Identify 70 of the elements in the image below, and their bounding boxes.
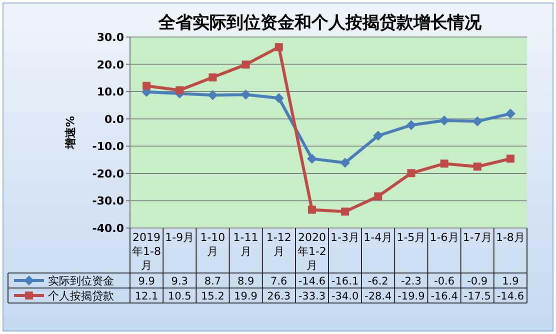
x-tick-label: 2019年1-8月 xyxy=(132,231,162,272)
point xyxy=(440,160,448,168)
y-tick-label: 10.0 xyxy=(96,86,124,99)
point xyxy=(341,208,350,216)
data-label: 26.3 xyxy=(267,290,291,302)
point xyxy=(274,43,283,52)
point xyxy=(176,86,184,94)
point xyxy=(306,154,317,164)
data-label: -34.0 xyxy=(331,290,359,302)
point xyxy=(340,158,350,168)
data-label: -14.6 xyxy=(496,290,524,302)
y-tick-label: 0.0 xyxy=(104,112,124,126)
data-label: 9.3 xyxy=(171,276,188,288)
data-label: -0.9 xyxy=(467,276,488,288)
data-label: -17.5 xyxy=(464,290,491,302)
data-label: -16.1 xyxy=(331,276,359,288)
point xyxy=(208,73,217,82)
y-tick-label: -20.0 xyxy=(92,167,124,180)
data-label: 7.6 xyxy=(270,276,288,288)
point xyxy=(473,162,482,171)
point xyxy=(274,93,284,104)
point xyxy=(407,169,416,178)
y-tick-label: -30.0 xyxy=(92,194,124,208)
data-label: 15.2 xyxy=(201,290,224,302)
point xyxy=(505,108,516,119)
point xyxy=(472,116,482,126)
point xyxy=(142,82,151,90)
data-label: -33.3 xyxy=(298,290,326,302)
point xyxy=(374,192,382,200)
data-label: -14.6 xyxy=(298,276,326,288)
point xyxy=(373,130,384,141)
legend-label: 实际到位资金 xyxy=(48,274,114,288)
x-tick-label: 1-7月 xyxy=(462,231,492,244)
x-tick-label: 1-11月 xyxy=(233,231,258,258)
point xyxy=(308,206,316,214)
data-label: 12.1 xyxy=(134,290,158,302)
point xyxy=(439,115,450,126)
point xyxy=(240,90,251,100)
y-axis-title: 增速% xyxy=(64,116,77,150)
point xyxy=(242,60,250,69)
data-label: -2.3 xyxy=(400,276,422,288)
legend-label: 个人按揭贷款 xyxy=(48,290,114,302)
x-tick-label: 2020年1-2月 xyxy=(297,231,326,272)
point xyxy=(208,90,218,100)
x-tick-label: 1-10月 xyxy=(200,231,226,258)
data-label: 1.9 xyxy=(502,276,519,288)
x-tick-label: 1-6月 xyxy=(430,231,459,244)
point xyxy=(406,120,416,130)
x-tick-label: 1-4月 xyxy=(364,231,393,244)
y-tick-label: 20.0 xyxy=(96,58,124,72)
y-tick-label: -40.0 xyxy=(92,222,124,235)
data-label: -0.6 xyxy=(434,276,455,288)
data-label: -16.4 xyxy=(430,290,458,302)
data-label: -19.9 xyxy=(398,290,425,302)
y-tick-label: 30.0 xyxy=(96,31,124,44)
x-tick-label: 1-8月 xyxy=(496,231,525,244)
data-label: -28.4 xyxy=(364,290,392,302)
data-label: 8.7 xyxy=(204,276,222,288)
data-label: 10.5 xyxy=(168,290,192,302)
y-tick-label: -10.0 xyxy=(92,140,124,154)
data-label: 8.9 xyxy=(237,276,254,288)
data-label: -6.2 xyxy=(368,276,388,288)
point xyxy=(506,154,514,163)
x-tick-label: 1-12月 xyxy=(266,231,292,258)
data-label: 9.9 xyxy=(138,276,155,288)
data-label: 19.9 xyxy=(234,290,258,302)
chart-title: 全省实际到位资金和个人按揭贷款增长情况 xyxy=(158,13,482,33)
x-tick-label: 1-9月 xyxy=(165,231,194,244)
x-tick-label: 1-3月 xyxy=(330,231,360,244)
x-tick-label: 1-5月 xyxy=(396,231,426,244)
